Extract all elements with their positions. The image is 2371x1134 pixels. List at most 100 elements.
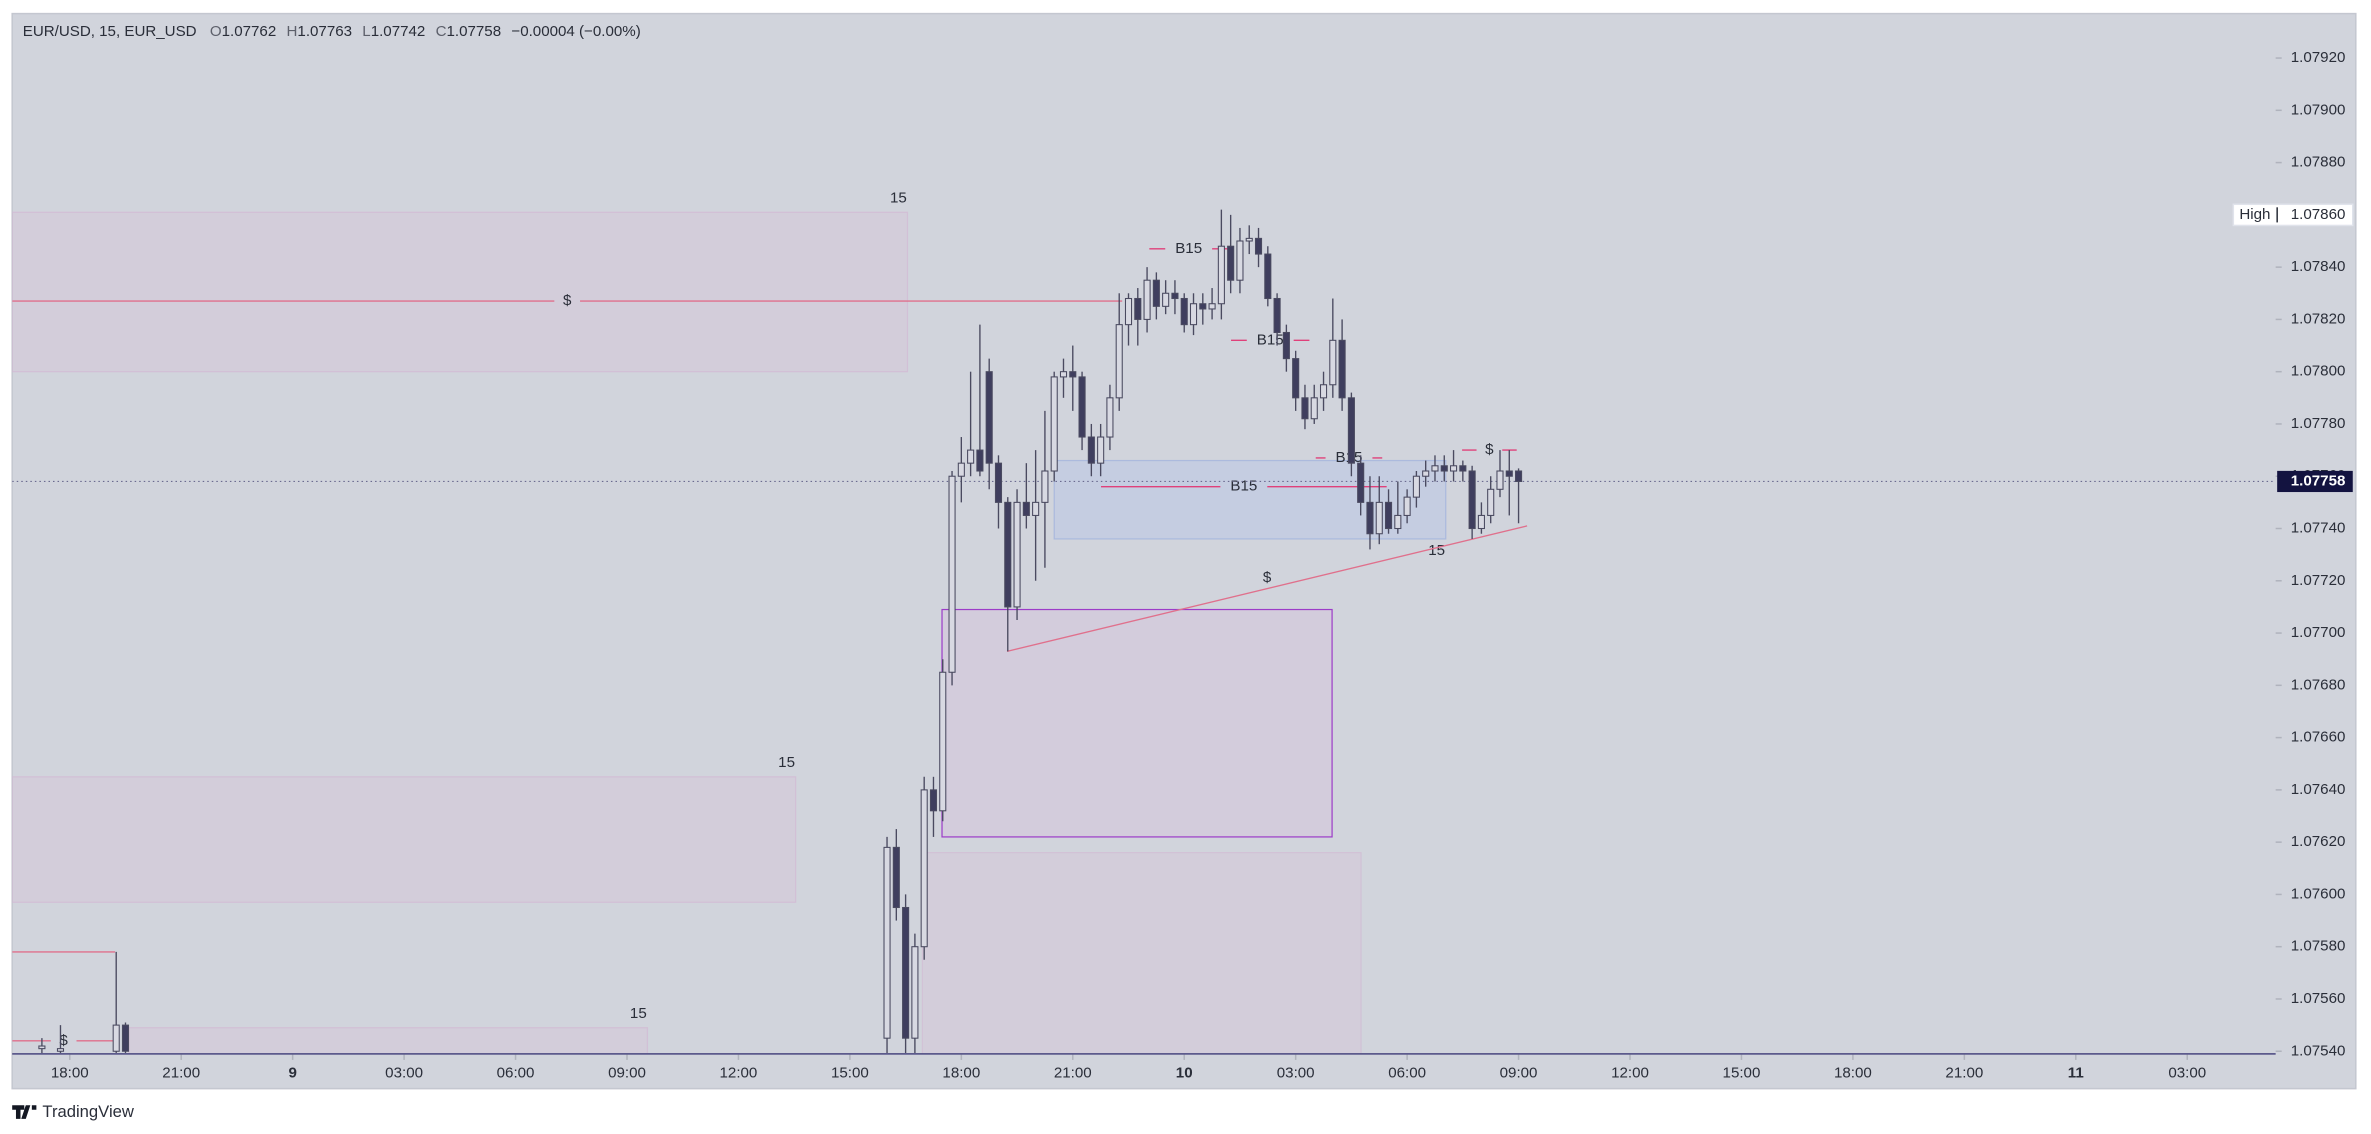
legend-value: 1.07742 (371, 23, 426, 40)
candle-body (1384, 501, 1393, 530)
x-tick-label: 15:00 (1723, 1065, 1761, 1082)
candle-body (1208, 303, 1216, 310)
level-label: B15 (1175, 240, 1202, 257)
candle-body (892, 846, 900, 909)
y-tick-label: 1.07720 (2291, 572, 2346, 589)
candle-body (1106, 397, 1114, 438)
candle-body (1171, 292, 1179, 300)
candle-body (1310, 397, 1318, 420)
zone-box (941, 608, 1333, 838)
y-tick-label: 1.07800 (2291, 363, 2346, 380)
candle-body (1450, 465, 1458, 472)
candle-body (1282, 331, 1290, 360)
legend-value: 1.07762 (222, 23, 277, 40)
level-label: B15 (1230, 478, 1257, 495)
trend-label: $ (1263, 569, 1272, 586)
candle-body (121, 1024, 130, 1052)
x-tick-label: 21:00 (1945, 1065, 1983, 1082)
candle-body (1264, 253, 1272, 300)
candle-body (1013, 501, 1021, 608)
candle-body (1468, 470, 1476, 530)
candle-body (1041, 470, 1049, 503)
last-price-badge: 1.07758 (2291, 472, 2346, 489)
candle-body (1347, 397, 1355, 464)
candle-body (1431, 465, 1439, 472)
y-tick-label: 1.07820 (2291, 310, 2346, 327)
candle-body (1394, 514, 1402, 530)
candle-body (1245, 237, 1253, 242)
x-tick-label: 12:00 (1611, 1065, 1649, 1082)
candle-body (1403, 496, 1411, 516)
candle-body (1366, 501, 1374, 535)
high-badge-value: 1.07860 (2291, 206, 2346, 223)
y-tick-label: 1.07560 (2291, 990, 2346, 1007)
candle-body (1487, 488, 1495, 516)
y-tick-label: 1.07740 (2291, 520, 2346, 537)
candle-body (939, 671, 947, 812)
candle-body (1227, 245, 1235, 281)
x-tick-label: 18:00 (51, 1065, 89, 1082)
candle-body (1134, 297, 1142, 320)
candle-body (1059, 371, 1068, 378)
candle-body (112, 1024, 120, 1052)
logo-mark (12, 1105, 37, 1119)
y-tick-label: 1.07540 (2291, 1042, 2346, 1059)
x-tick-label: 21:00 (1054, 1065, 1092, 1082)
candle-body (985, 371, 993, 464)
x-tick-label: 21:00 (162, 1065, 200, 1082)
candle-body (38, 1045, 46, 1050)
x-tick-label: 11 (2068, 1065, 2084, 1082)
x-tick-label: 15:00 (831, 1065, 869, 1082)
x-tick-label: 12:00 (720, 1065, 758, 1082)
y-tick-label: 1.07700 (2291, 624, 2346, 641)
candle-body (1319, 384, 1328, 399)
y-tick-label: 1.07600 (2291, 885, 2346, 902)
y-tick-label: 1.07620 (2291, 833, 2346, 850)
candle-body (1115, 324, 1123, 399)
symbol: EUR/USD, 15, EUR_USD (23, 23, 197, 40)
candle-body (1459, 465, 1467, 472)
candle-body (1143, 279, 1151, 320)
candle-body (920, 789, 928, 948)
candle-body (902, 906, 910, 1039)
x-tick-label: 18:00 (1834, 1065, 1872, 1082)
candle-body (1515, 470, 1523, 482)
candle-body (1505, 470, 1513, 477)
legend-value: 1.07763 (297, 23, 352, 40)
level-label: $ (1485, 441, 1494, 458)
candle-body (1375, 501, 1383, 535)
candle-body (1496, 470, 1504, 490)
legend-key: O (210, 23, 222, 40)
candle-body (976, 449, 984, 472)
y-tick-label: 1.07880 (2291, 154, 2346, 171)
level-label: B15 (1257, 331, 1284, 348)
y-tick-label: 1.07920 (2291, 49, 2346, 66)
level-label: $ (563, 292, 572, 309)
candle-body (1152, 279, 1160, 307)
zone-label: 15 (778, 754, 795, 771)
x-tick-label: 03:00 (385, 1065, 423, 1082)
chart-background (11, 12, 2357, 1090)
y-tick-label: 1.07680 (2291, 676, 2346, 693)
candle-body (994, 462, 1003, 503)
legend-change: −0.00004 (−0.00%) (511, 23, 640, 40)
candle-body (1180, 297, 1188, 326)
zone-box (128, 1027, 649, 1054)
candle-body (1477, 514, 1485, 530)
zone-label: 15 (630, 1005, 647, 1022)
candle-body (1087, 436, 1095, 464)
legend-value: 1.07758 (447, 23, 502, 40)
candle-body (1412, 475, 1420, 498)
zone-box (921, 852, 1362, 1054)
x-tick-label: 09:00 (608, 1065, 646, 1082)
candle-body (929, 789, 938, 812)
candle-body (883, 846, 891, 1039)
candle-body (1069, 371, 1077, 378)
candle-body (1124, 297, 1133, 326)
zone-label: 15 (890, 190, 907, 207)
x-tick-label: 03:00 (1277, 1065, 1315, 1082)
brand-logo: TradingView (12, 1102, 135, 1121)
candle-body (948, 475, 956, 673)
